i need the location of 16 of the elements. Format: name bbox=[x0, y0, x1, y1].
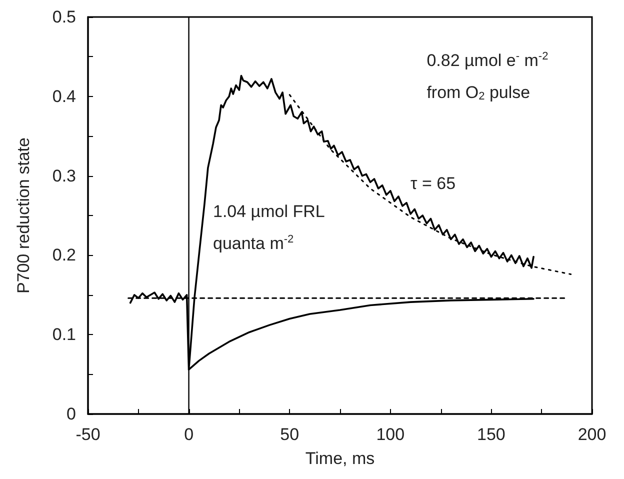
x-tick-label: 200 bbox=[578, 425, 606, 444]
y-axis-title: P700 reduction state bbox=[14, 138, 33, 294]
annotation: 1.04 µmol FRL bbox=[212, 202, 325, 222]
y-tick-label: 0.3 bbox=[52, 166, 76, 186]
y-tick-label: 0.4 bbox=[52, 86, 76, 106]
y-tick-label: 0 bbox=[66, 404, 76, 424]
x-tick-label: 0 bbox=[184, 425, 194, 444]
y-tick-label: 0.1 bbox=[52, 325, 76, 344]
y-tick-label: 0.2 bbox=[52, 246, 76, 265]
x-tick-label: 50 bbox=[280, 425, 300, 444]
x-tick-label: 100 bbox=[376, 425, 405, 444]
annotation: τ = 65 bbox=[410, 174, 456, 194]
x-axis-title: Time, ms bbox=[305, 449, 375, 468]
x-tick-label: 150 bbox=[477, 425, 506, 444]
y-tick-label: 0.5 bbox=[52, 8, 76, 26]
x-tick-label: -50 bbox=[76, 425, 100, 444]
